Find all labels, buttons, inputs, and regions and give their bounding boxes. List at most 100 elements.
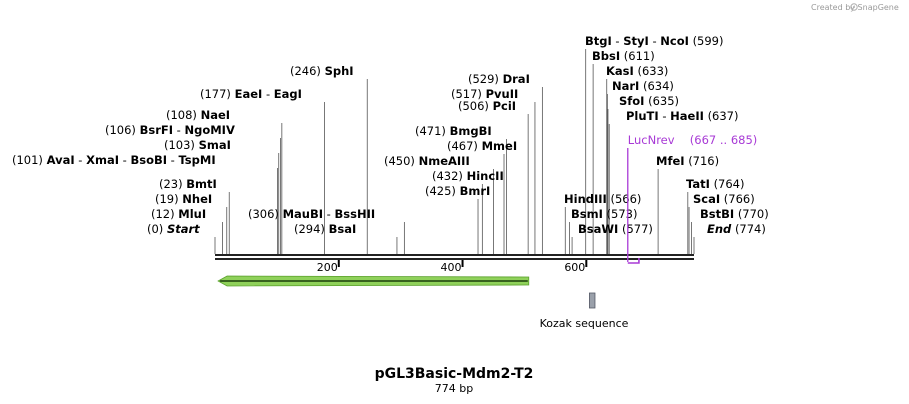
site-label[interactable]: (177) EaeI - EagI [200,87,302,101]
site-position: (577) [622,222,653,236]
enzyme-name: Start [167,222,200,236]
site-label[interactable]: BsaWI (577) [578,222,653,236]
site-position: (517) [451,87,482,101]
tick-label: 600 [564,261,585,274]
site-label[interactable]: HindIII (566) [564,192,641,206]
site-position: (294) [294,222,325,236]
enzyme-name: End [707,222,732,236]
site-position: (635) [648,94,679,108]
site-position: (634) [643,79,674,93]
site-label[interactable]: (103) SmaI [164,138,231,152]
site-position: (450) [384,154,415,168]
site-label[interactable]: (106) BsrFI - NgoMIV [105,123,235,137]
site-label[interactable]: (432) HincII [432,169,504,183]
site-label[interactable]: PluTI - HaeII (637) [626,109,739,123]
site-label[interactable]: (506) PciI [458,99,516,113]
site-position: (467) [447,139,478,153]
site-position: (103) [164,138,195,152]
site-position: (529) [468,72,499,86]
site-label[interactable]: (529) DraI [468,72,530,86]
site-position: (633) [637,64,668,78]
enzyme-name: BstBI [700,207,734,221]
site-labels: (0) Start(12) MluI(19) NheI(23) BmtI (101… [12,34,769,236]
site-position: (716) [688,154,719,168]
site-label[interactable]: (517) PvuII [451,87,518,101]
site-label[interactable]: (23) BmtI [159,177,217,191]
site-label[interactable]: (0) Start [147,222,200,236]
enzyme-name: PvuII [486,87,519,101]
enzyme-name: NgoMIV [184,123,234,137]
site-label[interactable]: NarI (634) [612,79,674,93]
site-label[interactable]: TatI (764) [686,177,745,191]
site-label[interactable]: (19) NheI [155,192,212,206]
backbone [215,254,694,260]
enzyme-name: BtgI [585,34,612,48]
site-position: (764) [714,177,745,191]
enzyme-name: BmgBI [450,124,492,138]
enzyme-name: SphI [325,64,354,78]
enzyme-name: BsrFI [140,123,173,137]
enzyme-name: HincII [467,169,504,183]
snapgene-logo-icon [850,3,858,11]
site-position: (611) [624,49,655,63]
site-position: (774) [735,222,766,236]
site-label[interactable]: (12) MluI [151,207,206,221]
site-position: (566) [610,192,641,206]
enzyme-name: XmaI [86,153,119,167]
enzyme-name: HaeII [670,109,704,123]
enzyme-name: BmtI [186,177,217,191]
site-label[interactable]: (425) BmrI [425,184,490,198]
site-label[interactable]: (450) NmeAIII [384,154,470,168]
site-position: (246) [290,64,321,78]
site-label[interactable]: SfoI (635) [619,94,679,108]
enzyme-name: BsoBI [130,153,167,167]
site-label[interactable]: BtgI - StyI - NcoI (599) [585,34,724,48]
enzyme-name: NcoI [660,34,689,48]
site-position: (106) [105,123,136,137]
site-position: (19) [155,192,179,206]
site-position: (573) [607,207,638,221]
feature-arrow[interactable] [217,275,530,287]
site-label[interactable]: ScaI (766) [693,192,755,206]
site-label[interactable]: (306) MauBI - BssHII [248,207,375,221]
site-label[interactable]: End (774) [707,222,766,236]
site-position: (101) [12,153,43,167]
site-label[interactable]: (467) MmeI [447,139,517,153]
map-size: 774 bp [435,382,473,395]
site-position: (108) [166,108,197,122]
enzyme-name: KasI [606,64,634,78]
site-label[interactable]: (108) NaeI [166,108,230,122]
site-label[interactable]: (246) SphI [290,64,354,78]
enzyme-name: NaeI [201,108,230,122]
site-label[interactable]: BsmI (573) [571,207,637,221]
site-label[interactable]: BbsI (611) [592,49,655,63]
site-label[interactable]: MfeI (716) [656,154,719,168]
tick-marks: 200 400 600 [317,260,588,274]
enzyme-name: BsaI [329,222,357,236]
enzyme-name: NmeAIII [419,154,470,168]
site-label[interactable]: KasI (633) [606,64,668,78]
enzyme-name: AvaI [47,153,75,167]
kozak-feature[interactable]: Kozak sequence [540,292,629,330]
site-position: (12) [151,207,175,221]
site-position: (177) [200,87,231,101]
site-position: (770) [738,207,769,221]
site-label[interactable]: (471) BmgBI [415,124,492,138]
primer-lucnrev[interactable]: LucNrev (667 .. 685) [627,133,758,264]
site-position: (599) [693,34,724,48]
tick-label: 200 [317,261,338,274]
enzyme-name: HindIII [564,192,607,206]
site-label[interactable]: (101) AvaI - XmaI - BsoBI - TspMI [12,153,216,167]
site-leader-lines [214,49,695,254]
site-position: (766) [724,192,755,206]
enzyme-name: PluTI [626,109,659,123]
enzyme-name: MauBI [283,207,323,221]
enzyme-name: DraI [503,72,530,86]
enzyme-name: BssHII [335,207,376,221]
enzyme-name: MluI [178,207,206,221]
enzyme-name: SfoI [619,94,644,108]
site-label[interactable]: BstBI (770) [700,207,769,221]
primer-range: (667 .. 685) [690,133,758,147]
site-label[interactable]: (294) BsaI [294,222,356,236]
